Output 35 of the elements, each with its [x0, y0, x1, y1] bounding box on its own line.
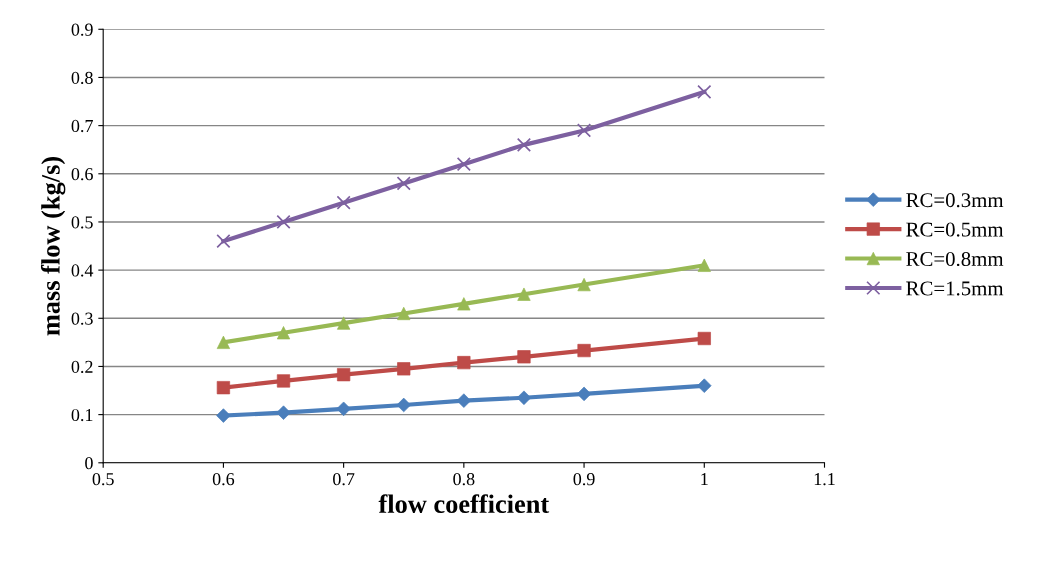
x-tick-label: 0.6 — [212, 473, 235, 486]
point — [697, 258, 711, 272]
point — [216, 234, 231, 249]
x-axis-title: flow coefficient — [378, 494, 550, 514]
y-tick-label: 0.2 — [71, 360, 93, 373]
point — [516, 137, 532, 152]
x-tick-label: 1 — [701, 473, 708, 486]
y-tick-label: 0.3 — [71, 312, 93, 325]
x-tick-label: 0.8 — [453, 473, 475, 486]
legend-label: RC=1.5mm — [906, 281, 1004, 296]
y-tick-label: 0 — [85, 457, 93, 470]
y-tick-label: 0.1 — [71, 408, 93, 422]
point — [456, 157, 471, 172]
y-tick-label: 0.5 — [71, 216, 93, 229]
y-tick-label: 0.4 — [71, 264, 94, 277]
legend-label: RC=0.3mm — [906, 193, 1004, 208]
point — [516, 390, 532, 405]
point — [216, 381, 231, 395]
point — [336, 195, 351, 210]
point — [697, 84, 712, 99]
legend-label: RC=0.8mm — [906, 251, 1004, 267]
y-axis-title: mass flow (kg/s) — [40, 157, 66, 336]
x-tick-label: 0.5 — [92, 473, 114, 486]
y-tick-label: 0.7 — [71, 119, 93, 133]
point — [577, 343, 591, 358]
x-tick-label: 1.1 — [814, 473, 835, 486]
point — [576, 123, 592, 138]
point — [276, 214, 291, 230]
x-tick-label: 0.7 — [333, 473, 355, 486]
legend-label: RC=0.5mm — [906, 222, 1004, 237]
y-tick-label: 0.9 — [71, 23, 93, 36]
x-tick-label: 0.9 — [573, 473, 595, 486]
point — [396, 176, 411, 191]
y-tick-label: 0.6 — [71, 168, 93, 181]
y-tick-label: 0.8 — [71, 71, 93, 84]
